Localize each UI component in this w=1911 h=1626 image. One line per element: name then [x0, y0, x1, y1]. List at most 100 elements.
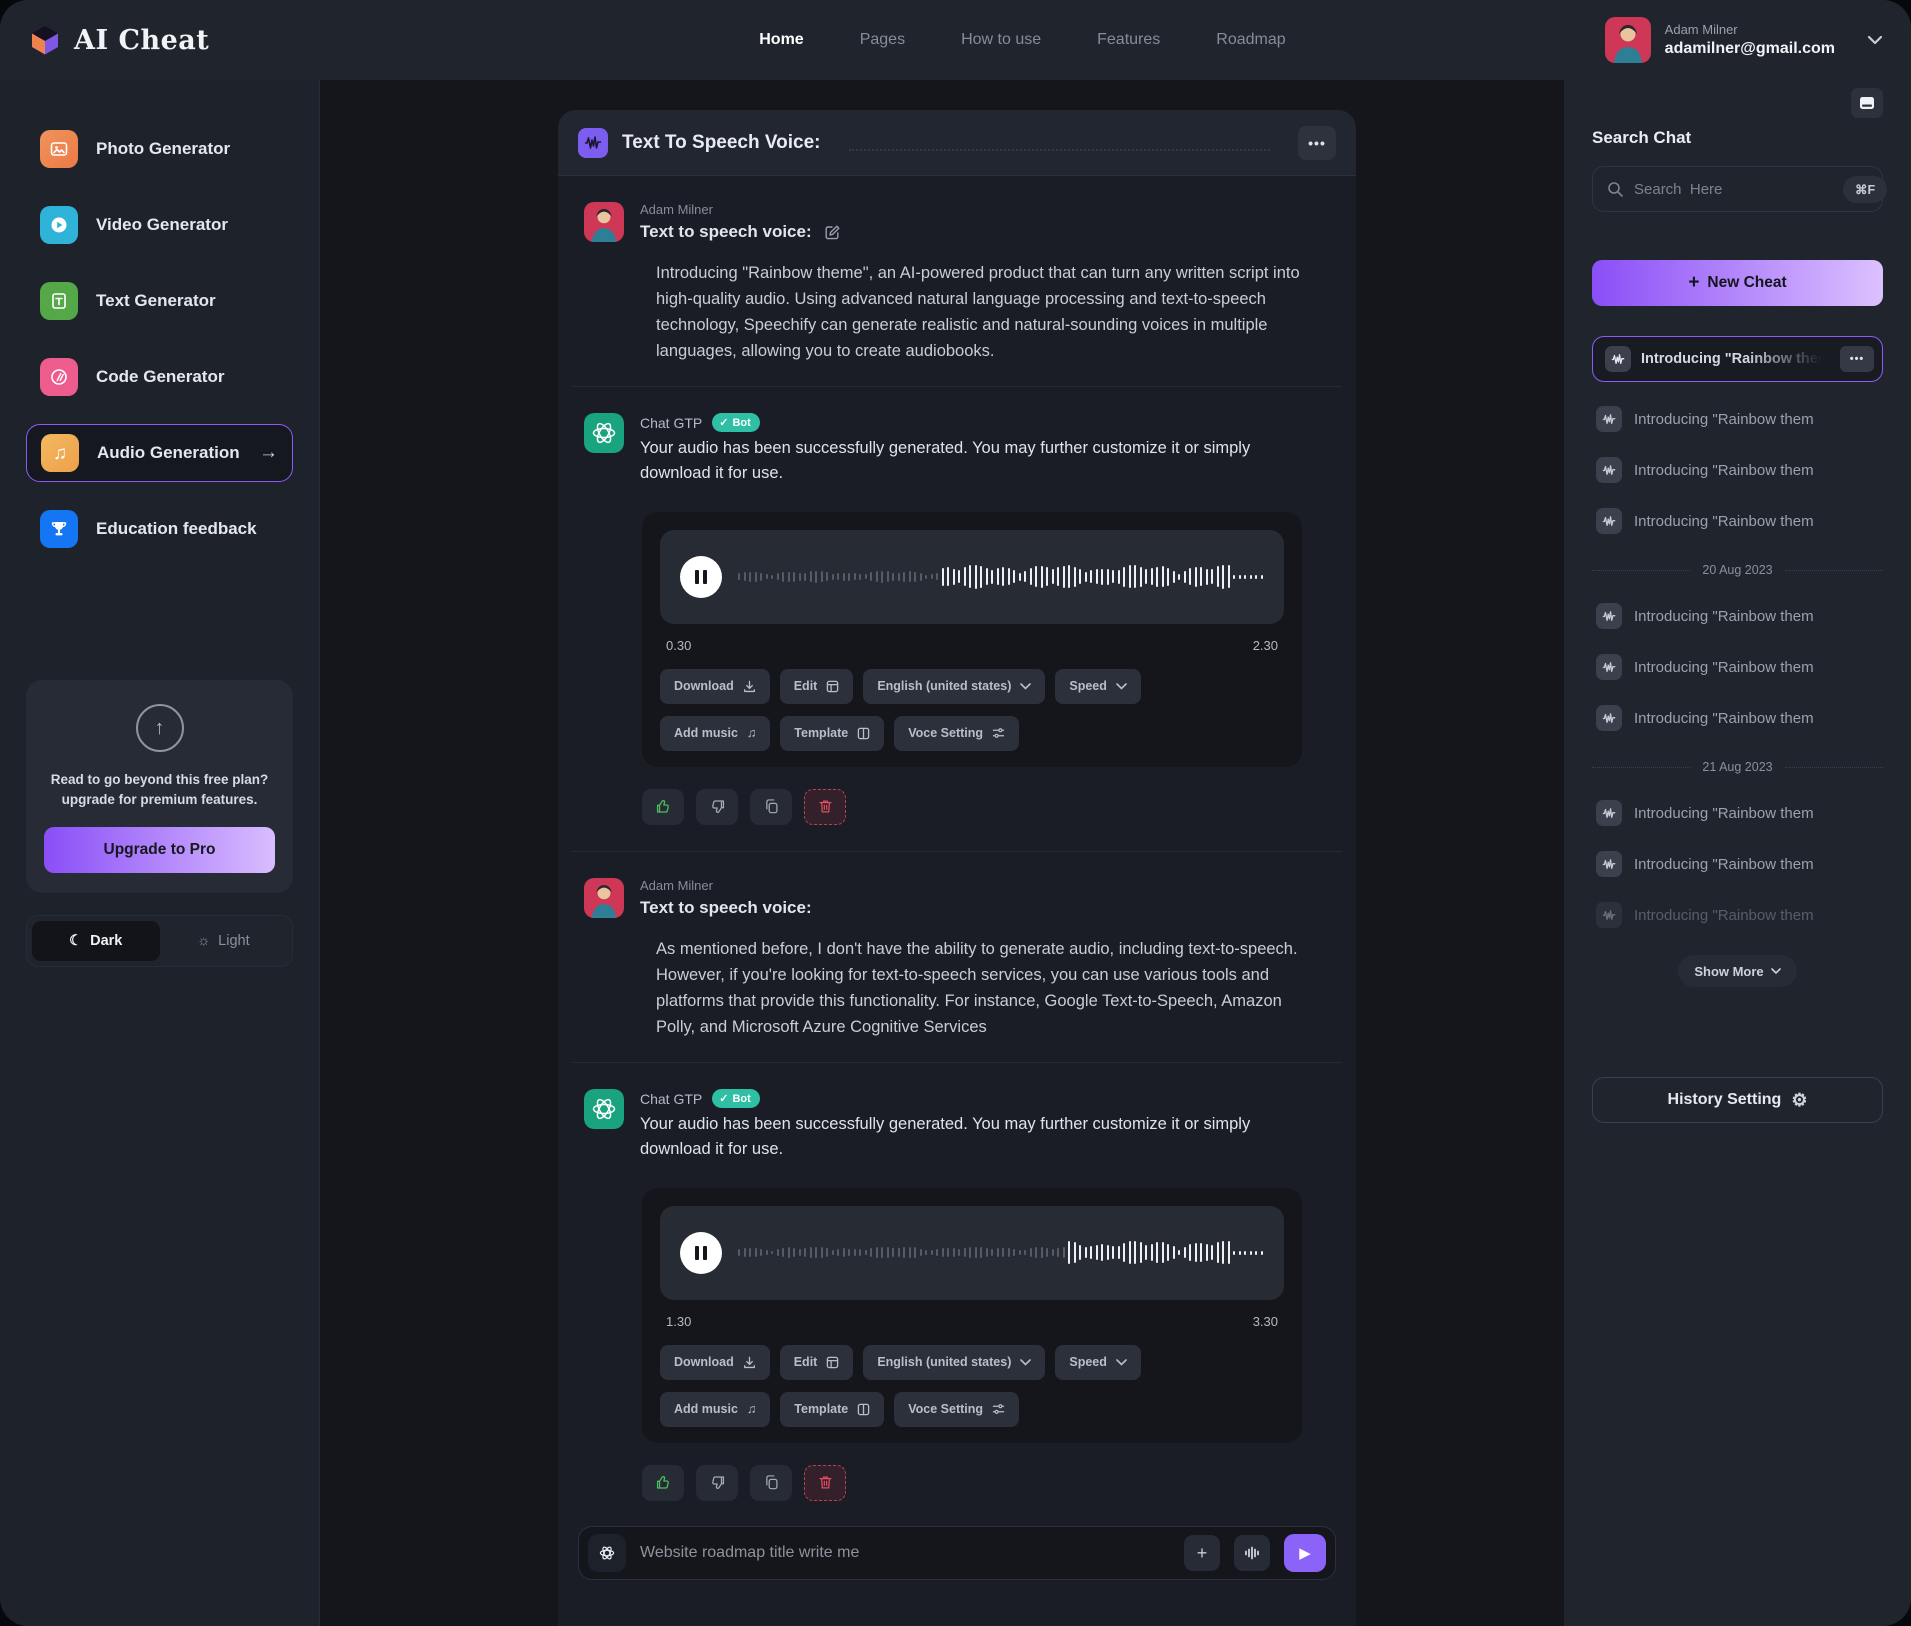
bot-badge: ✓ Bot — [712, 1089, 760, 1108]
thumbs-down-button[interactable] — [696, 1464, 738, 1501]
message-body: Introducing "Rainbow theme", an AI-power… — [656, 264, 1300, 361]
history-item-selected[interactable]: Introducing "Rainbow theme", a ••• — [1592, 336, 1883, 382]
chevron-down-icon[interactable] — [1867, 35, 1883, 45]
nav-item-roadmap[interactable]: Roadmap — [1216, 31, 1286, 48]
waveform-icon — [1596, 457, 1622, 483]
history-item[interactable]: Introducing "Rainbow them — [1592, 901, 1883, 929]
speed-select[interactable]: Speed — [1055, 668, 1141, 704]
history-item[interactable]: Introducing "Rainbow them — [1592, 405, 1883, 433]
music-note-icon: ♫ — [746, 1402, 757, 1416]
search-input[interactable] — [1634, 180, 1833, 198]
theme-light-button[interactable]: ☼ Light — [160, 921, 288, 961]
sidebar-item-text-generator[interactable]: Text Generator — [26, 272, 293, 330]
photo-icon — [40, 130, 78, 168]
sidebar-item-label: Education feedback — [96, 519, 257, 538]
time-total: 3.30 — [1252, 1313, 1278, 1329]
copy-button[interactable] — [750, 1464, 792, 1501]
language-select[interactable]: English (united states) — [863, 668, 1046, 704]
add-music-button[interactable]: Add music ♫ — [660, 1391, 771, 1427]
edit-pencil-icon[interactable] — [824, 224, 841, 241]
download-button[interactable]: Download — [660, 1344, 770, 1380]
pause-button[interactable] — [680, 555, 722, 598]
send-button[interactable]: ▶ — [1284, 1534, 1326, 1572]
date-divider: 20 Aug 2023 — [1592, 561, 1883, 579]
edit-layout-icon — [826, 1356, 839, 1369]
message-input[interactable] — [640, 1544, 1170, 1562]
history-item[interactable]: Introducing "Rainbow them — [1592, 602, 1883, 630]
tools-sidebar: Photo Generator Video Generator Text Gen… — [0, 80, 320, 1626]
template-button[interactable]: Template — [780, 715, 885, 751]
nav-item-features[interactable]: Features — [1097, 31, 1161, 48]
chevron-down-icon — [1020, 1358, 1032, 1366]
divider — [572, 1062, 1342, 1063]
music-note-icon: ♫ — [41, 434, 79, 472]
history-item-label: Introducing "Rainbow them — [1634, 804, 1814, 822]
template-button[interactable]: Template — [780, 1391, 885, 1427]
sidebar-item-photo-generator[interactable]: Photo Generator — [26, 120, 293, 178]
upgrade-text-line2: upgrade for premium features. — [61, 791, 258, 807]
history-item[interactable]: Introducing "Rainbow them — [1592, 799, 1883, 827]
nav-item-how-to-use[interactable]: How to use — [961, 31, 1042, 48]
copy-button[interactable] — [750, 788, 792, 825]
theme-toggle: ☾ Dark ☼ Light — [26, 915, 293, 968]
gear-icon: ⚙ — [1791, 1089, 1808, 1110]
edit-button[interactable]: Edit — [779, 668, 854, 704]
nav-item-home[interactable]: Home — [759, 31, 804, 48]
language-select[interactable]: English (united states) — [863, 1344, 1046, 1380]
upgrade-to-pro-button[interactable]: Upgrade to Pro — [44, 827, 275, 874]
date-label: 20 Aug 2023 — [1702, 563, 1773, 577]
delete-button[interactable] — [804, 788, 846, 825]
attach-plus-button[interactable]: + — [1184, 1535, 1220, 1571]
show-more-button[interactable]: Show More — [1678, 955, 1797, 987]
time-elapsed: 1.30 — [666, 1313, 692, 1329]
thumbs-up-button[interactable] — [642, 1464, 684, 1501]
thumbs-down-button[interactable] — [696, 788, 738, 825]
delete-button[interactable] — [804, 1464, 846, 1501]
message-body: As mentioned before, I don't have the ab… — [656, 939, 1298, 1036]
waveform[interactable] — [738, 1223, 1266, 1283]
new-cheat-button[interactable]: + New Cheat — [1592, 260, 1883, 306]
chevron-down-icon — [1116, 682, 1127, 690]
download-button[interactable]: Download — [660, 668, 770, 704]
collapse-panel-icon[interactable] — [1851, 88, 1883, 118]
audio-player-1: 0.30 2.30 Download Edit English (united … — [642, 511, 1302, 767]
bot-badge: ✓ Bot — [712, 413, 760, 433]
history-item-label: Introducing "Rainbow them — [1634, 709, 1814, 727]
arrow-up-circle-icon[interactable]: ↑ — [135, 704, 184, 752]
chevron-down-icon — [1020, 682, 1032, 690]
waveform-icon — [1596, 603, 1622, 629]
divider — [572, 850, 1342, 852]
history-item[interactable]: Introducing "Rainbow them — [1592, 507, 1883, 535]
sidebar-item-label: Photo Generator — [96, 139, 231, 158]
sidebar-item-label: Code Generator — [96, 367, 225, 386]
sidebar-item-video-generator[interactable]: Video Generator — [26, 196, 293, 254]
message-author: Adam Milner — [640, 202, 713, 217]
pause-button[interactable] — [680, 1231, 722, 1274]
video-play-icon — [40, 206, 78, 244]
history-setting-button[interactable]: History Setting ⚙ — [1592, 1077, 1883, 1123]
feedback-row — [642, 788, 1330, 825]
add-music-button[interactable]: Add music ♫ — [660, 715, 771, 751]
history-item[interactable]: Introducing "Rainbow them — [1592, 653, 1883, 681]
sidebar-item-education-feedback[interactable]: Education feedback — [26, 500, 293, 558]
theme-dark-button[interactable]: ☾ Dark — [32, 921, 160, 962]
chat-more-button[interactable]: ••• — [1298, 125, 1336, 160]
voice-setting-button[interactable]: Voce Setting — [894, 1391, 1020, 1427]
voice-setting-button[interactable]: Voce Setting — [894, 715, 1020, 751]
sidebar-item-audio-generation[interactable]: ♫ Audio Generation → — [26, 424, 293, 482]
download-icon — [743, 1356, 756, 1369]
sidebar-item-code-generator[interactable]: Code Generator — [26, 348, 293, 406]
sliders-icon — [992, 1403, 1005, 1415]
app-logo[interactable]: AI Cheat — [28, 23, 209, 57]
user-menu[interactable]: Adam Milner adamilner@gmail.com — [1604, 17, 1883, 63]
waveform[interactable] — [738, 547, 1266, 607]
voice-wave-button[interactable] — [1234, 1535, 1270, 1571]
history-item[interactable]: Introducing "Rainbow them — [1592, 704, 1883, 732]
history-item[interactable]: Introducing "Rainbow them — [1592, 850, 1883, 878]
speed-select[interactable]: Speed — [1055, 1344, 1141, 1380]
item-more-button[interactable]: ••• — [1840, 346, 1874, 372]
thumbs-up-button[interactable] — [642, 788, 684, 825]
edit-button[interactable]: Edit — [779, 1344, 854, 1380]
nav-item-pages[interactable]: Pages — [859, 31, 906, 48]
history-item[interactable]: Introducing "Rainbow them — [1592, 456, 1883, 484]
